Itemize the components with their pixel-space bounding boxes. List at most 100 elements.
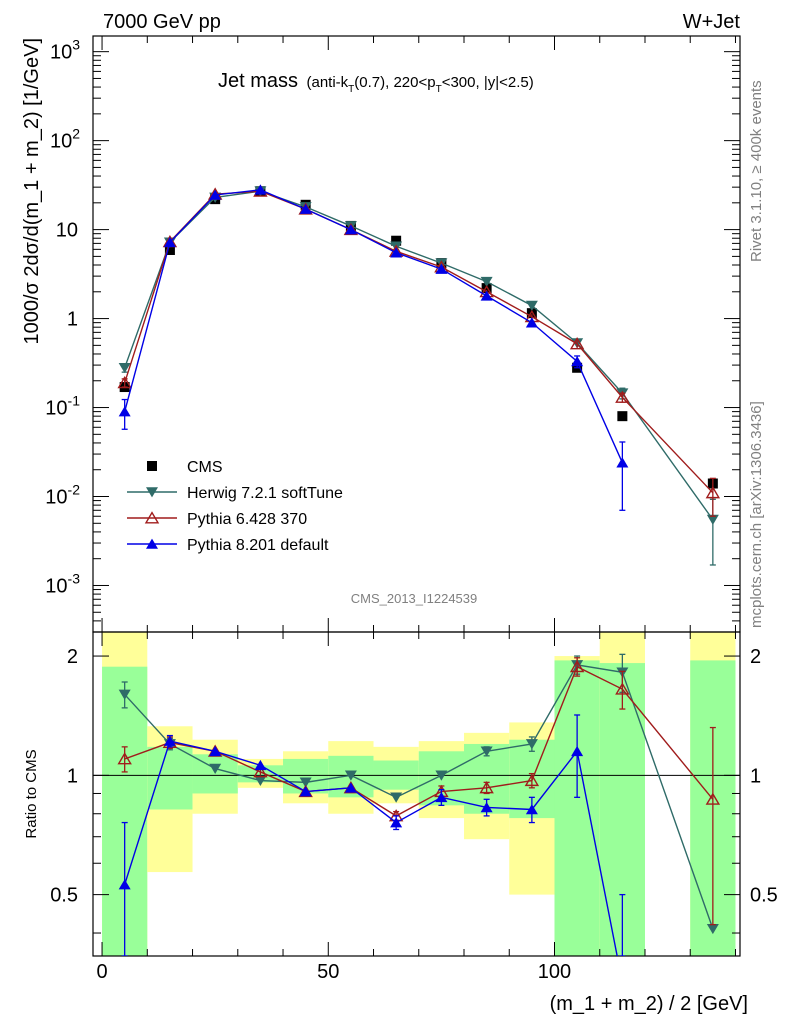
energy-label: 7000 GeV pp	[103, 11, 221, 33]
main-series-1	[118, 186, 719, 566]
main-axis-ticks	[93, 36, 740, 633]
legend-item-3: Pythia 8.201 default	[127, 537, 329, 554]
x-tick-label: 0	[96, 961, 107, 983]
main-point	[481, 283, 492, 294]
legend-item-2: Pythia 6.428 370	[127, 511, 307, 528]
ratio-point	[615, 682, 630, 695]
ratio-point	[209, 763, 222, 774]
ratio-series-2	[118, 714, 626, 956]
main-point	[391, 235, 402, 246]
ratio-point	[480, 746, 493, 757]
ratio-point	[479, 781, 494, 794]
main-point	[117, 375, 132, 389]
ratio-point	[706, 923, 719, 935]
ratio-axis-ticks	[93, 632, 740, 956]
main-point	[525, 300, 538, 311]
main-point	[616, 457, 629, 468]
main-series-0	[119, 186, 718, 489]
ratio-point	[117, 752, 132, 765]
main-point	[705, 486, 721, 499]
x-axis-title: (m_1 + m_2) / 2 [GeV]	[550, 993, 748, 1015]
main-point	[209, 189, 222, 200]
analysis-id: CMS_2013_I1224539	[351, 591, 478, 606]
ratio-point	[344, 770, 357, 781]
ratio-y-tick-label-right: 0.5	[750, 885, 778, 907]
ratio-point	[299, 786, 312, 797]
main-y-tick-label: 1	[67, 309, 78, 331]
band-inner-1	[147, 746, 193, 810]
ratio-y-tick-label-right: 2	[750, 646, 761, 668]
ratio-point	[390, 792, 403, 803]
legend: CMS Herwig 7.2.1 softTune Pythia 6.428 370…	[127, 459, 343, 554]
main-point	[706, 514, 719, 526]
main-y-tick-label: 102	[50, 126, 80, 153]
ratio-y-tick-label-left: 0.5	[50, 885, 78, 907]
ratio-point	[163, 735, 176, 746]
main-point	[617, 411, 628, 422]
main-point	[525, 317, 538, 328]
ratio-y-tick-label-left: 1	[67, 765, 78, 787]
ratio-point	[344, 782, 357, 793]
ratio-point	[253, 765, 268, 778]
legend-marker	[146, 538, 158, 549]
main-point	[163, 236, 176, 248]
ratio-point	[435, 770, 448, 781]
main-y-tick-label: 10	[56, 220, 78, 242]
main-point	[435, 258, 448, 269]
main-point	[344, 224, 357, 235]
x-tick-label: 50	[317, 961, 339, 983]
plot-title-main: Jet mass	[218, 70, 298, 92]
ratio-data-series	[117, 653, 721, 956]
main-y-axis-title: 1000/σ 2dσ/d(m_1 + m_2) [1/GeV]	[21, 38, 43, 345]
ratio-y-tick-label-left: 2	[67, 646, 78, 668]
main-y-tick-labels: 10-3 10-2 10-1 1 10 102 103	[45, 37, 80, 598]
ratio-point	[524, 773, 540, 787]
ratio-point	[435, 791, 448, 803]
ratio-point	[254, 775, 267, 786]
legend-label: Pythia 8.201 default	[187, 537, 329, 554]
band-inner-10	[554, 660, 600, 956]
ratio-point	[705, 792, 721, 805]
legend-label: CMS	[187, 459, 223, 476]
main-series-line	[123, 189, 624, 463]
legend-label: Herwig 7.2.1 softTune	[187, 485, 343, 502]
main-point	[164, 244, 175, 255]
ratio-point	[390, 817, 403, 828]
main-series-3	[118, 184, 629, 511]
main-y-tick-label: 103	[50, 37, 80, 64]
ratio-point	[480, 802, 493, 813]
ratio-point	[525, 739, 538, 750]
main-point	[435, 263, 448, 274]
main-point	[569, 337, 585, 350]
legend-label: Pythia 6.428 370	[187, 511, 307, 528]
process-label: W+Jet	[683, 11, 741, 33]
legend-item-1: Herwig 7.2.1 softTune	[127, 485, 343, 502]
plot-title: Jet mass (anti-kT(0.7), 220<pT<300, |y|<…	[218, 70, 534, 95]
ratio-point	[569, 659, 585, 673]
ratio-y-axis-title: Ratio to CMS	[23, 749, 40, 838]
ratio-point	[118, 689, 131, 700]
ratio-point	[254, 759, 267, 771]
main-series-line	[124, 190, 714, 494]
x-tick-label: 100	[538, 961, 571, 983]
ratio-panel-frame	[92, 631, 741, 957]
main-point	[526, 308, 537, 319]
ratio-y-tick-label-right: 1	[750, 765, 761, 787]
main-point	[571, 356, 584, 367]
ratio-point	[209, 745, 222, 757]
main-y-tick-label: 10-1	[45, 393, 80, 420]
main-point	[480, 276, 493, 288]
main-y-tick-label: 10-2	[45, 482, 80, 509]
legend-marker	[144, 511, 160, 524]
main-point	[118, 406, 131, 417]
main-point	[480, 290, 493, 301]
ratio-point	[299, 777, 312, 788]
ratio-series-line	[124, 740, 618, 956]
legend-item-0: CMS	[147, 459, 223, 476]
main-point	[118, 362, 131, 374]
main-point	[615, 390, 630, 403]
main-point	[390, 247, 403, 258]
main-point	[299, 203, 312, 214]
main-point	[254, 184, 267, 195]
ratio-x-tick-labels: 0 50 100	[96, 961, 571, 983]
